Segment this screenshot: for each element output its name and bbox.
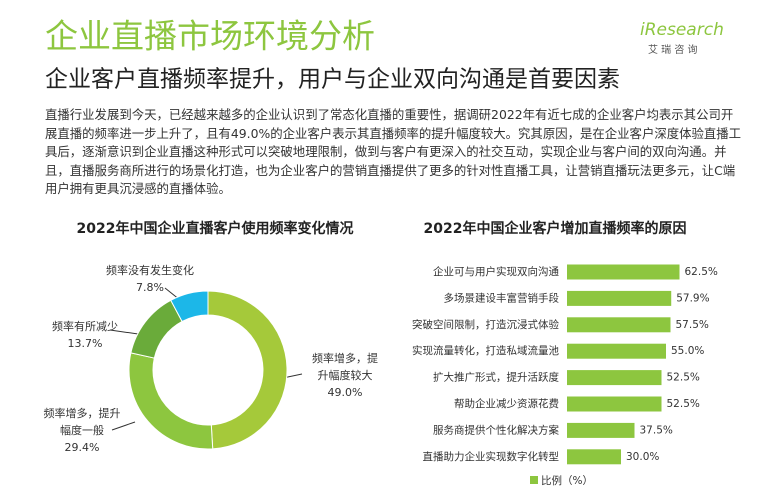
y-tick-label: 帮助企业减少资源花费 — [454, 397, 559, 410]
y-tick-label: 突破空间限制，打造沉浸式体验 — [412, 318, 559, 331]
bar — [567, 264, 680, 280]
donut-label: 频率没有发生变化 7.8% — [100, 262, 200, 296]
donut-slice — [128, 352, 214, 450]
bar — [567, 343, 666, 359]
value-label: 37.5% — [640, 424, 673, 436]
value-label: 49.0% — [327, 386, 363, 399]
logo-sub: 艾 瑞 咨 询 — [648, 43, 698, 56]
y-tick-label: 企业可与用户实现双向沟通 — [433, 265, 559, 278]
donut-label: 频率增多，提升幅度较大 49.0% — [310, 350, 380, 401]
category: 频率增多，提升幅度一般 — [43, 407, 121, 437]
y-tick-label: 服务商提供个性化解决方案 — [433, 423, 559, 436]
paragraph: 直播行业发展到今天，已经越来越多的企业认识到了常态化直播的重要性，据调研2022… — [45, 107, 742, 196]
value-label: 29.4% — [64, 441, 100, 454]
leader-line — [111, 421, 136, 431]
value-label: 52.5% — [667, 372, 700, 384]
value-label: 62.5% — [685, 266, 718, 278]
y-tick-label: 多场景建设丰富营销手段 — [444, 291, 560, 304]
y-tick-label: 实现流量转化，打造私域流量池 — [412, 344, 559, 357]
donut-slice — [130, 299, 183, 359]
y-tick-label: 扩大推广形式，提升活跃度 — [433, 371, 559, 384]
bar — [567, 396, 662, 412]
value-label: 52.5% — [667, 398, 700, 410]
logo: iResearch — [640, 20, 724, 40]
value-label: 7.8% — [136, 281, 164, 294]
bar — [567, 317, 671, 333]
donut-label: 频率增多，提升幅度一般 29.4% — [42, 405, 122, 456]
value-label: 57.9% — [676, 292, 709, 304]
bar — [567, 422, 635, 438]
chart-title: 2022年中国企业客户增加直播频率的原因 — [424, 220, 687, 237]
category: 频率没有发生变化 — [106, 264, 194, 277]
page-title: 企业直播市场环境分析 — [45, 17, 375, 56]
donut-label: 频率有所减少 13.7% — [40, 318, 130, 352]
bar — [567, 370, 662, 386]
category: 频率增多，提升幅度较大 — [312, 352, 378, 382]
donut-slice — [207, 290, 288, 450]
chart-title: 2022年中国企业直播客户使用频率变化情况 — [77, 220, 354, 237]
page-subtitle: 企业客户直播频率提升，用户与企业双向沟通是首要因素 — [45, 67, 620, 93]
value-label: 13.7% — [67, 337, 103, 350]
bar — [567, 290, 672, 306]
legend-swatch — [530, 476, 538, 484]
y-tick-label: 直播助力企业实现数字化转型 — [423, 450, 560, 463]
bar — [567, 449, 621, 465]
value-label: 57.5% — [676, 319, 709, 331]
legend-label: 比例（%） — [541, 474, 593, 487]
value-label: 30.0% — [626, 451, 659, 463]
category: 频率有所减少 — [52, 320, 118, 333]
value-label: 55.0% — [671, 345, 704, 357]
donut-slice — [170, 290, 209, 323]
